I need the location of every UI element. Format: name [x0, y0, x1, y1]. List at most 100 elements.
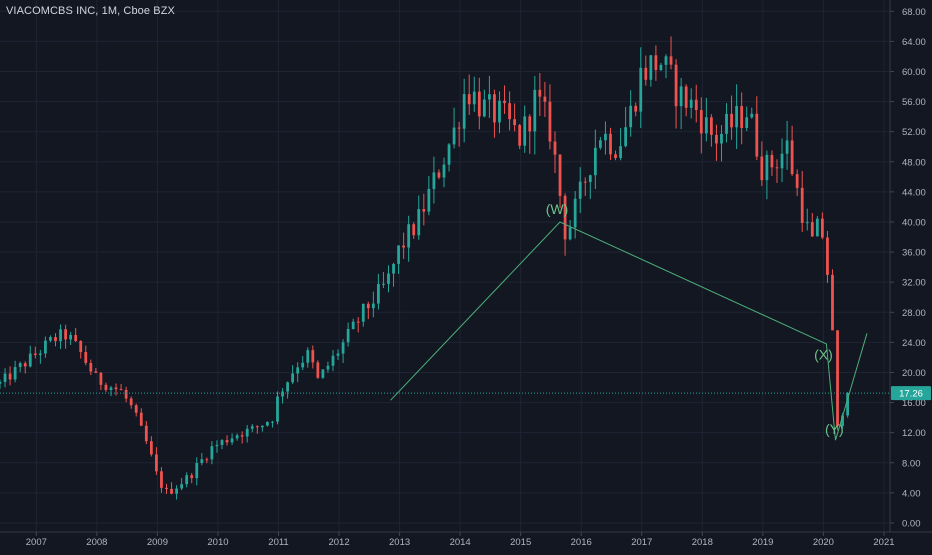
candle-down	[800, 187, 804, 223]
candle-up	[659, 64, 663, 70]
candle-down	[33, 353, 37, 355]
candle-up	[281, 391, 284, 397]
candle-down	[674, 64, 678, 107]
x-tick-label: 2012	[328, 537, 349, 548]
candle-down	[99, 372, 103, 385]
candle-up	[301, 362, 305, 368]
candle-up	[624, 127, 628, 147]
candle-down	[64, 329, 67, 340]
y-tick-label: 8.00	[902, 458, 921, 469]
candle-down	[634, 105, 638, 112]
candle-down	[614, 154, 617, 159]
candle-down	[755, 113, 759, 157]
candle-up	[109, 387, 113, 390]
candle-down	[240, 435, 244, 437]
y-tick-label: 20.00	[902, 368, 926, 379]
candle-up	[488, 94, 491, 100]
candle-up	[0, 381, 2, 384]
candle-down	[669, 56, 673, 65]
candle-up	[336, 353, 340, 356]
candle-up	[498, 100, 501, 123]
candle-down	[790, 140, 794, 175]
y-tick-label: 28.00	[902, 308, 926, 319]
candle-down	[583, 181, 587, 183]
candle-down	[831, 274, 834, 331]
x-tick-label: 2008	[86, 537, 107, 548]
candle-down	[124, 390, 128, 399]
candle-up	[200, 459, 204, 463]
x-tick-label: 2018	[692, 537, 713, 548]
candle-down	[129, 398, 133, 406]
candle-up	[704, 117, 708, 134]
candle-up	[735, 106, 739, 128]
x-tick-label: 2014	[450, 537, 471, 548]
candle-up	[44, 340, 47, 354]
candle-up	[765, 154, 769, 181]
candle-up	[482, 99, 486, 117]
candle-up	[28, 353, 32, 367]
last-price-label: 17.26	[899, 389, 923, 400]
candle-down	[457, 127, 461, 129]
candle-down	[139, 412, 143, 426]
candle-up	[629, 105, 633, 128]
candle-down	[644, 67, 648, 80]
candle-down	[518, 125, 522, 146]
candle-up	[331, 355, 335, 366]
candle-up	[664, 56, 668, 65]
candle-down	[74, 334, 78, 341]
candle-up	[689, 99, 693, 108]
candle-down	[503, 100, 506, 104]
chart-title: VIACOMCBS INC, 1M, Cboe BZX	[6, 5, 175, 17]
candle-up	[377, 284, 380, 304]
candle-up	[69, 334, 73, 340]
candle-down	[165, 487, 168, 489]
candle-down	[477, 91, 481, 117]
y-tick-label: 32.00	[902, 278, 926, 289]
candle-down	[775, 167, 779, 169]
candle-down	[54, 337, 57, 342]
candle-up	[185, 475, 189, 485]
candle-down	[134, 405, 138, 413]
candle-up	[604, 133, 607, 141]
x-tick-label: 2013	[389, 537, 410, 548]
x-tick-label: 2017	[631, 537, 652, 548]
candle-up	[472, 91, 476, 105]
candle-up	[351, 321, 355, 330]
candle-up	[18, 363, 22, 368]
candle-down	[654, 55, 658, 70]
wave-label: (X)	[814, 346, 833, 362]
last-price-badge	[891, 386, 931, 401]
candle-up	[326, 365, 330, 370]
candle-up	[593, 147, 597, 176]
candle-down	[190, 475, 194, 479]
candle-up	[452, 127, 456, 145]
candle-up	[780, 153, 784, 169]
candle-up	[341, 342, 345, 354]
candle-up	[235, 435, 239, 439]
candle-up	[38, 353, 42, 355]
candle-down	[467, 94, 471, 105]
candle-up	[462, 94, 466, 129]
candle-up	[286, 382, 289, 392]
candle-down	[255, 426, 259, 428]
candle-up	[220, 440, 224, 446]
x-tick-label: 2009	[147, 537, 168, 548]
x-tick-label: 2010	[207, 537, 228, 548]
y-tick-label: 16.00	[902, 398, 926, 409]
y-tick-label: 4.00	[902, 488, 921, 499]
candle-down	[553, 141, 557, 155]
candle-down	[694, 99, 698, 111]
candle-down	[548, 101, 552, 142]
candle-up	[210, 446, 214, 460]
y-tick-label: 36.00	[902, 248, 926, 259]
candle-down	[740, 106, 744, 128]
y-tick-label: 12.00	[902, 428, 926, 439]
y-tick-label: 64.00	[902, 37, 926, 48]
candle-up	[49, 337, 52, 341]
wave-label: (Y)	[825, 421, 844, 437]
candle-up	[59, 329, 62, 342]
candle-down	[23, 363, 27, 367]
